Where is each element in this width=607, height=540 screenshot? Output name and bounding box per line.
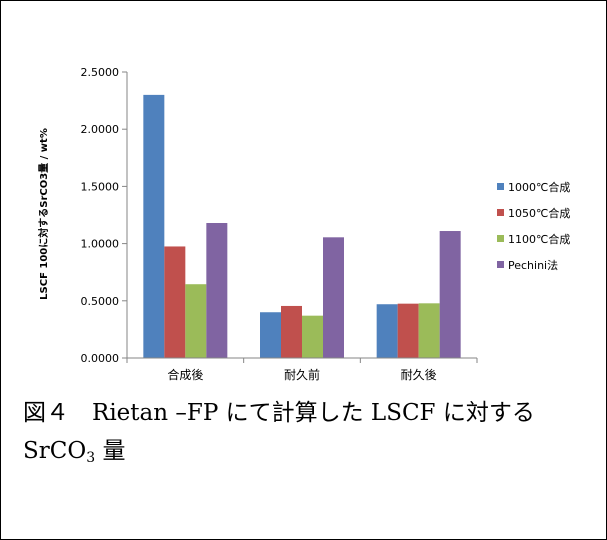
legend-swatch bbox=[497, 209, 504, 216]
legend-swatch bbox=[497, 183, 504, 190]
bar bbox=[397, 303, 419, 358]
legend: 1000℃合成 1050℃合成 1100℃合成 Pechini法 bbox=[497, 180, 570, 272]
caption-line-2: SrCO3 量 bbox=[23, 432, 598, 477]
y-tick-label: 1.0000 bbox=[81, 238, 120, 251]
legend-label: 1100℃合成 bbox=[508, 232, 570, 246]
bar bbox=[376, 304, 398, 358]
bar bbox=[260, 312, 281, 358]
plot-area bbox=[143, 94, 461, 358]
x-tick-label: 耐久後 bbox=[401, 368, 437, 382]
bar bbox=[143, 94, 165, 358]
bar bbox=[164, 246, 186, 358]
caption-suffix: 量 bbox=[95, 438, 126, 464]
bar bbox=[439, 231, 461, 358]
legend-label: 1050℃合成 bbox=[508, 206, 570, 220]
bar-chart: 0.0000 0.5000 1.0000 1.5000 2.0000 2.5000 合成後… bbox=[37, 66, 570, 382]
bar bbox=[281, 305, 302, 358]
x-tick-label: 耐久前 bbox=[284, 367, 320, 382]
y-axis-title: LSCF 100に対するSrCO3量 / wt% bbox=[37, 128, 50, 300]
legend-label: 1000℃合成 bbox=[508, 180, 570, 194]
legend-label: Pechini法 bbox=[508, 258, 558, 272]
caption-formula-subscript: 3 bbox=[86, 450, 96, 466]
bar bbox=[418, 303, 440, 358]
y-tick-label: 2.0000 bbox=[81, 123, 120, 136]
y-tick-label: 1.5000 bbox=[81, 180, 120, 193]
legend-swatch bbox=[497, 261, 504, 268]
y-tick-label: 0.0000 bbox=[81, 352, 120, 365]
legend-swatch bbox=[497, 235, 504, 242]
caption-formula: SrCO bbox=[23, 438, 87, 464]
bar bbox=[323, 237, 344, 358]
x-axis: 合成後 耐久前 耐久後 bbox=[126, 357, 478, 382]
y-tick-label: 2.5000 bbox=[81, 66, 120, 79]
bar bbox=[302, 315, 323, 358]
y-tick-label: 0.5000 bbox=[81, 295, 120, 308]
y-axis: 0.0000 0.5000 1.0000 1.5000 2.0000 2.5000 bbox=[81, 66, 128, 365]
bar bbox=[206, 223, 228, 358]
figure-caption: 図４ Rietan –FP にて計算した LSCF に対する SrCO3 量 bbox=[23, 394, 598, 477]
caption-line-1: 図４ Rietan –FP にて計算した LSCF に対する bbox=[23, 400, 535, 426]
x-tick-label: 合成後 bbox=[167, 367, 203, 382]
bar bbox=[185, 284, 207, 358]
